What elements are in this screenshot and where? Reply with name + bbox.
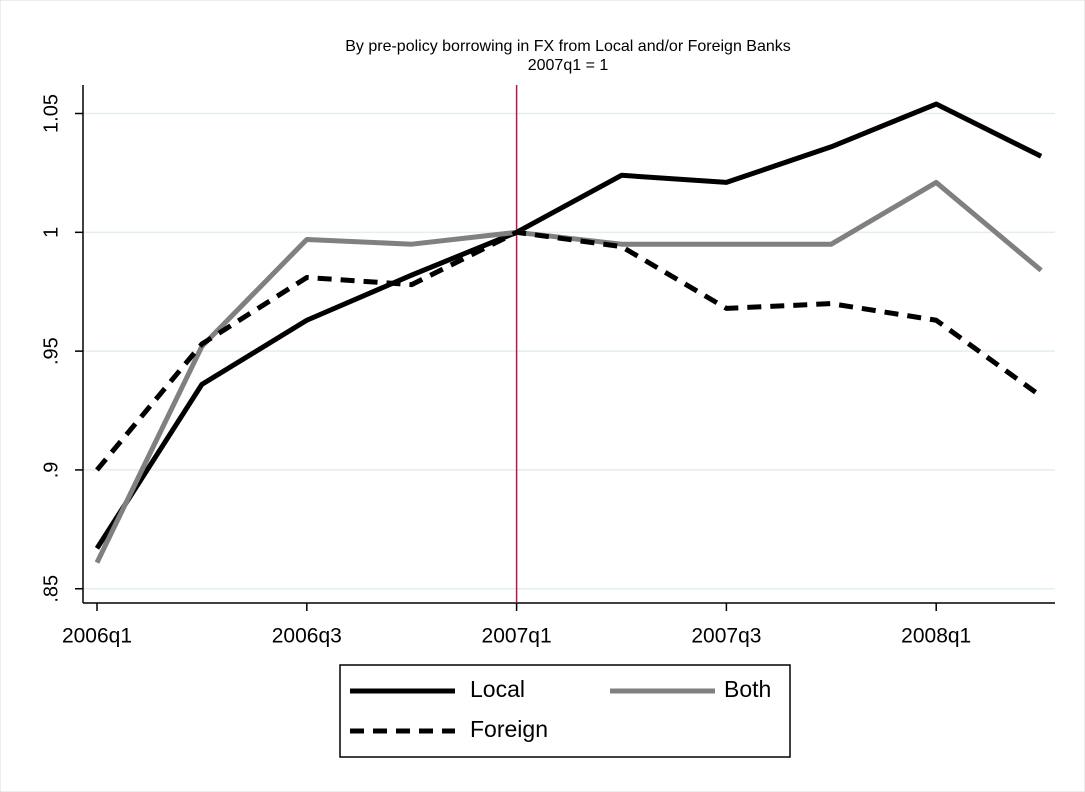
x-tick-label: 2006q1 <box>62 625 132 648</box>
legend-label: Both <box>724 676 771 702</box>
series-line <box>95 229 1043 472</box>
series-line <box>94 101 1043 550</box>
x-tick-label: 2007q3 <box>691 625 761 648</box>
y-tick-label: 1 <box>40 227 62 238</box>
x-tick-label: 2007q1 <box>482 625 552 648</box>
x-tick-label: 2006q3 <box>272 625 342 648</box>
y-tick-label: 1.05 <box>40 94 62 133</box>
legend-box <box>339 664 791 758</box>
y-tick-label: .95 <box>40 337 62 365</box>
chart-title: By pre-policy borrowing in FX from Local… <box>345 38 791 55</box>
y-tick-label: .9 <box>40 462 62 479</box>
legend-label: Foreign <box>470 716 548 742</box>
y-tick-label: .85 <box>40 575 62 603</box>
legend-label: Local <box>470 676 525 702</box>
chart-subtitle: 2007q1 = 1 <box>528 57 609 74</box>
x-tick-label: 2008q1 <box>901 625 971 648</box>
